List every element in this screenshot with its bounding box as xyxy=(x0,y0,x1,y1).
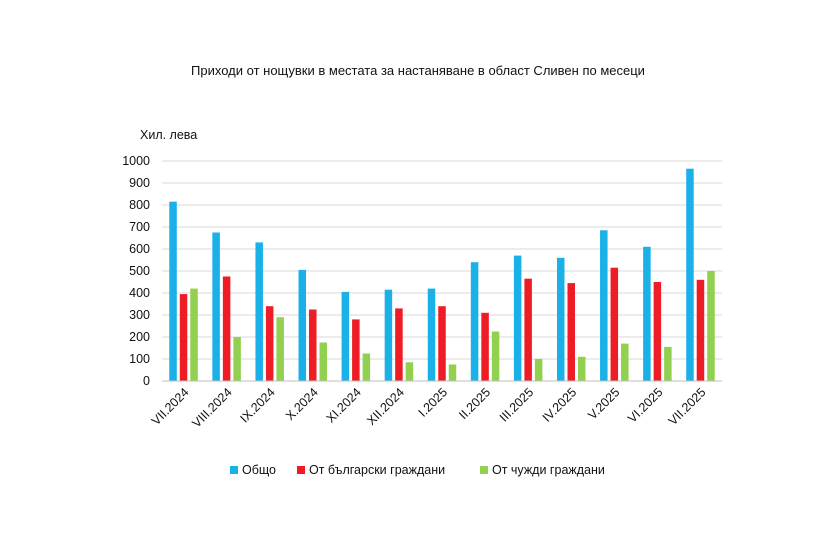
bar xyxy=(352,319,360,381)
legend-swatch xyxy=(297,466,305,474)
bar xyxy=(643,246,651,381)
bar xyxy=(524,278,532,381)
bar xyxy=(686,168,694,381)
bar xyxy=(319,342,328,381)
y-tick-label: 500 xyxy=(129,264,150,278)
bar xyxy=(470,262,479,381)
bar xyxy=(298,269,307,381)
y-tick-label: 700 xyxy=(129,220,150,234)
y-axis-ticks: 0 100 200 300 400 500 600 700 800 900 1000 xyxy=(122,154,150,388)
bar xyxy=(653,282,662,381)
y-tick-label: 200 xyxy=(129,330,150,344)
legend: Общо От български граждани От чужди гражда… xyxy=(230,463,605,477)
bar xyxy=(190,288,198,381)
y-tick-label: 800 xyxy=(129,198,150,212)
y-tick-label: 400 xyxy=(129,286,150,300)
x-tick-label: IV.2025 xyxy=(540,385,580,425)
bar xyxy=(427,288,436,381)
bar xyxy=(222,276,231,381)
chart-title: Приходи от нощувки в местата за настаняв… xyxy=(191,63,645,78)
bars xyxy=(169,168,715,381)
bar xyxy=(664,346,672,381)
bar xyxy=(276,317,284,381)
bar xyxy=(362,353,371,381)
bar xyxy=(405,362,414,381)
x-tick-label: VII.2024 xyxy=(149,385,192,428)
bar xyxy=(395,308,403,381)
x-tick-label: IX.2024 xyxy=(237,385,277,425)
bar xyxy=(169,201,177,381)
bar xyxy=(341,291,350,381)
bar xyxy=(179,294,188,381)
y-tick-label: 0 xyxy=(143,374,150,388)
legend-swatch xyxy=(230,466,238,474)
legend-swatch xyxy=(480,466,488,474)
bar xyxy=(212,232,220,381)
x-tick-label: III.2025 xyxy=(497,385,536,424)
y-tick-label: 300 xyxy=(129,308,150,322)
bar xyxy=(513,255,522,381)
y-tick-label: 1000 xyxy=(122,154,150,168)
bar xyxy=(491,331,500,381)
bar xyxy=(255,242,263,381)
gridlines xyxy=(162,160,722,360)
bar xyxy=(696,279,705,381)
y-tick-label: 600 xyxy=(129,242,150,256)
x-tick-label: VII.2025 xyxy=(666,385,709,428)
y-tick-label: 900 xyxy=(129,176,150,190)
x-tick-label: XI.2024 xyxy=(324,385,364,425)
bar xyxy=(438,306,446,381)
legend-label: От български граждани xyxy=(309,463,445,477)
bar xyxy=(309,309,317,381)
y-axis-unit-label: Хил. лева xyxy=(140,128,197,142)
y-tick-label: 100 xyxy=(129,352,150,366)
bar xyxy=(448,364,457,381)
bar xyxy=(265,306,274,381)
x-tick-label: I.2025 xyxy=(416,385,451,420)
legend-label: Общо xyxy=(242,463,276,477)
bar xyxy=(481,312,489,381)
bar xyxy=(384,289,393,381)
bar xyxy=(233,337,241,381)
bar xyxy=(577,356,586,381)
bar xyxy=(621,343,629,381)
x-tick-label: XII.2024 xyxy=(364,385,407,428)
x-tick-label: X.2024 xyxy=(283,385,321,423)
bar xyxy=(556,257,565,381)
x-tick-label: V.2025 xyxy=(585,385,622,422)
x-tick-label: VI.2025 xyxy=(625,385,665,425)
bar xyxy=(534,359,543,381)
x-tick-label: II.2025 xyxy=(456,385,493,422)
legend-label: От чужди граждани xyxy=(492,463,605,477)
bar xyxy=(610,267,619,381)
bar xyxy=(567,283,575,381)
bar xyxy=(600,230,608,381)
x-tick-label: VIII.2024 xyxy=(189,385,234,430)
bar xyxy=(707,271,715,381)
